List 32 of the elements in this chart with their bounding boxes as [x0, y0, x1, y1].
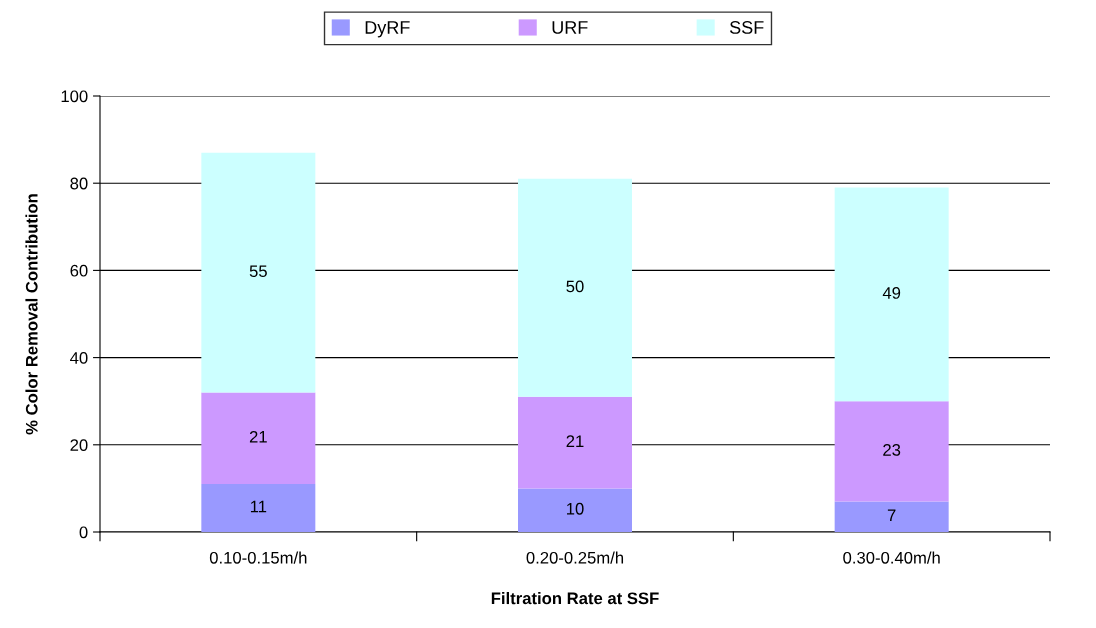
bar: [518, 488, 632, 532]
x-tick-label: 0.20-0.25m/h: [526, 551, 624, 564]
y-tick-label: 60: [70, 264, 88, 277]
data-label: 7: [887, 509, 896, 522]
bar: [834, 401, 949, 502]
y-axis-title: % Color Removal Contribution: [25, 194, 38, 435]
data-label: 50: [566, 280, 584, 293]
bar: [518, 178, 632, 397]
bar: [834, 501, 949, 532]
legend-label: SSF: [729, 21, 764, 34]
bar: [201, 484, 316, 532]
data-label: 55: [249, 265, 267, 278]
y-tick-label: 40: [70, 352, 88, 364]
y-tick-label: 0: [79, 526, 88, 539]
data-label: 10: [567, 502, 584, 515]
data-label: 11: [250, 500, 267, 513]
bar: [201, 392, 316, 485]
data-label: 21: [249, 430, 267, 443]
data-label: 21: [566, 435, 584, 447]
bar: [201, 152, 316, 393]
data-label: 23: [883, 444, 901, 456]
y-tick-label: 20: [70, 439, 88, 451]
x-tick-label: 0.30-0.40m/h: [843, 551, 940, 564]
y-tick-label: 100: [61, 90, 88, 103]
bar: [834, 187, 949, 402]
legend-label: DyRF: [365, 21, 410, 38]
y-tick-label: 80: [70, 177, 88, 190]
bar: [518, 396, 632, 489]
legend-label: URF: [552, 21, 588, 34]
data-label: 49: [882, 287, 901, 299]
x-axis-title: Filtration Rate at SSF: [491, 591, 659, 605]
x-tick-label: 0.10-0.15m/h: [209, 551, 307, 564]
